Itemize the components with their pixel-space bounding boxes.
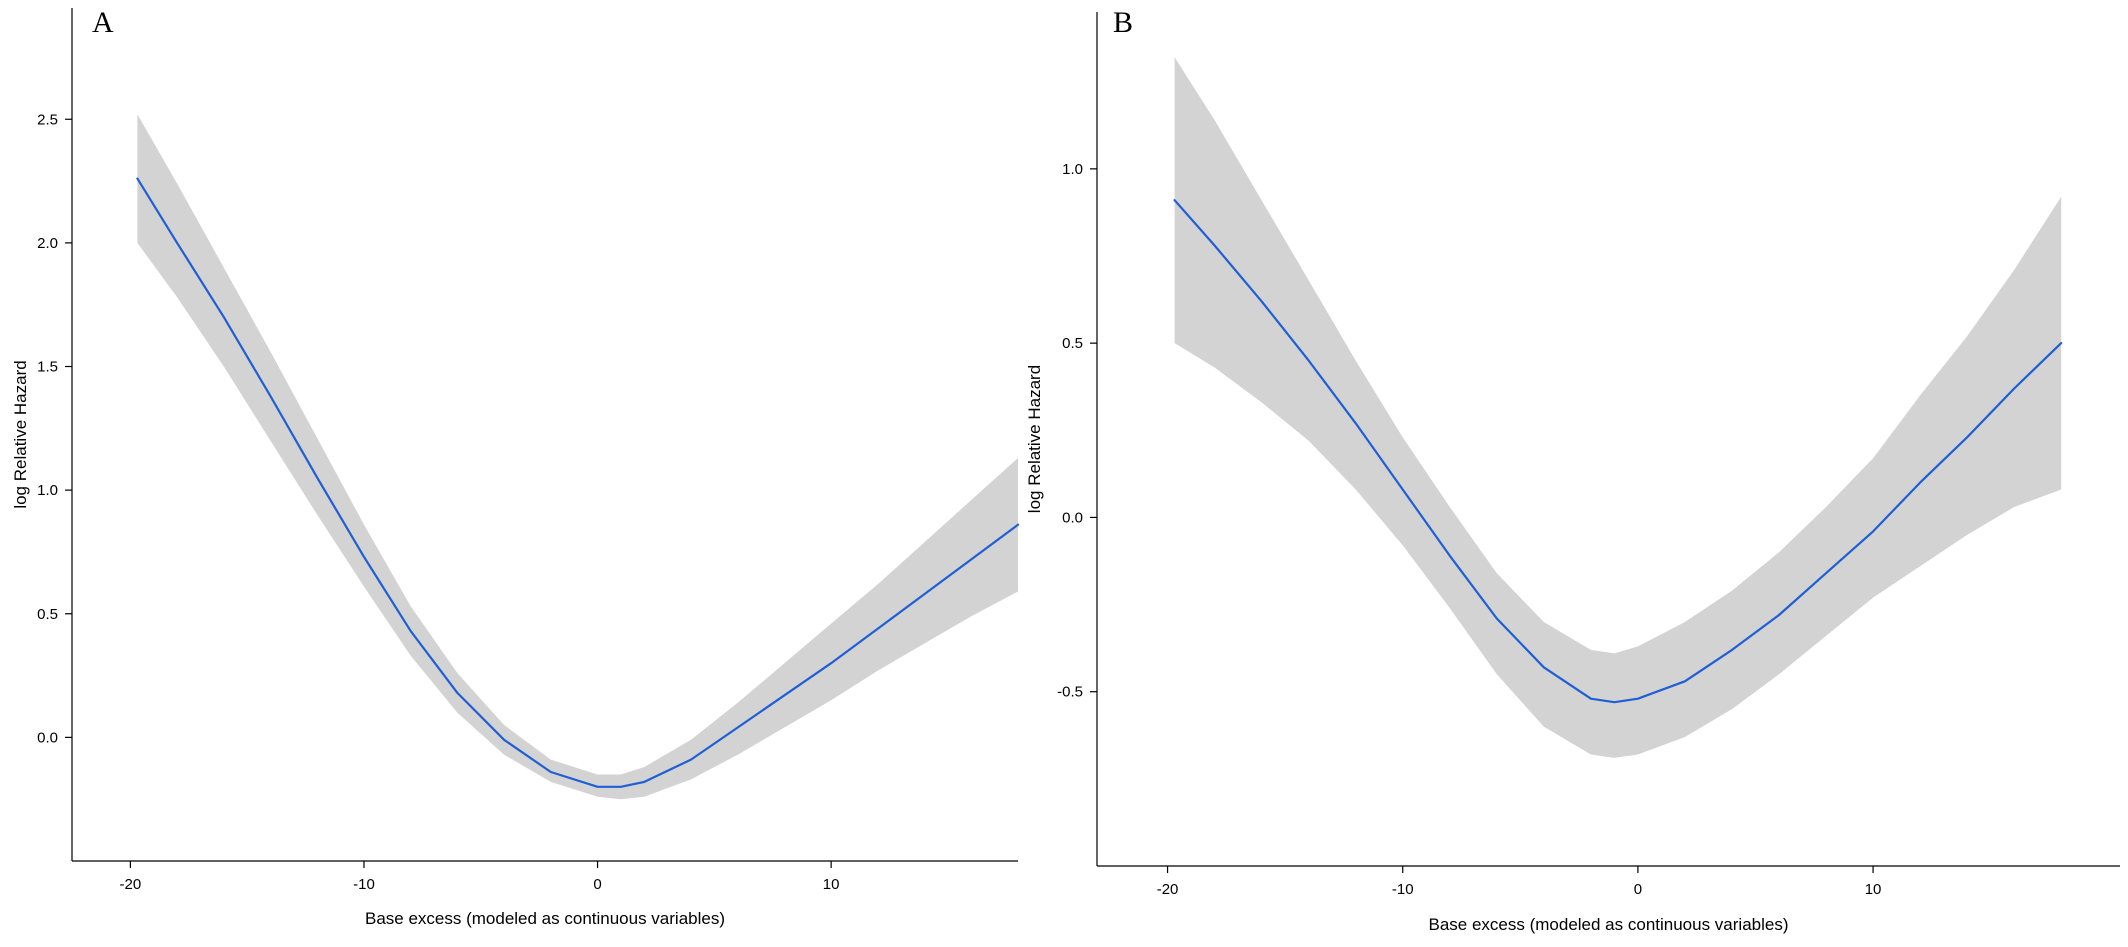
panel-a-x-tick-label: 0 [593, 876, 601, 893]
panel-a-y-axis-title: log Relative Hazard [11, 360, 30, 508]
panel-a-y-tick-label: 1.0 [37, 482, 58, 499]
panel-b-estimate-line [1173, 199, 2063, 704]
panel-b-x-axis-title: Base excess (modeled as continuous varia… [1428, 915, 1788, 934]
panel-b-y-axis-title: log Relative Hazard [1025, 365, 1044, 513]
panel-a-x-tick-label: -20 [120, 876, 142, 893]
panel-a: -20 -10 0 10 0.0 0.5 1.0 1.5 2.0 2.5 Base excess (… [11, 6, 1020, 928]
panel-a-y-tick-label: 0.0 [37, 729, 58, 746]
panel-b-x-tick-label: 10 [1865, 881, 1882, 898]
panel-b-x-tick-label: -10 [1392, 881, 1414, 898]
panel-a-x-axis-title: Base excess (modeled as continuous varia… [365, 909, 725, 928]
panel-a-estimate-line [136, 177, 1020, 788]
panel-b-y-tick-label: 0.0 [1062, 509, 1083, 526]
panel-a-y-tick-label: 2.0 [37, 235, 58, 252]
panel-b-y-tick-label: -0.5 [1057, 684, 1083, 701]
panel-a-x-tick-label: 10 [823, 876, 840, 893]
panel-a-y-tick-label: 1.5 [37, 359, 58, 376]
panel-b-x-tick-label: -20 [1157, 881, 1179, 898]
panel-a-y-tick-label: 0.5 [37, 606, 58, 623]
panel-b: -20 -10 0 10 -0.5 0.0 0.5 1.0 Base excess (model… [1025, 6, 2120, 934]
panel-a-y-tick-label: 2.5 [37, 111, 58, 128]
panel-b-x-tick-label: 0 [1634, 881, 1642, 898]
panel-b-label: B [1113, 6, 1133, 39]
panel-b-y-tick-label: 1.0 [1062, 161, 1083, 178]
panel-a-x-tick-label: -10 [353, 876, 375, 893]
panel-a-label: A [92, 6, 114, 39]
panel-a-confidence-band [137, 114, 1018, 800]
panel-b-confidence-band [1174, 57, 2062, 758]
panel-b-y-tick-label: 0.5 [1062, 335, 1083, 352]
